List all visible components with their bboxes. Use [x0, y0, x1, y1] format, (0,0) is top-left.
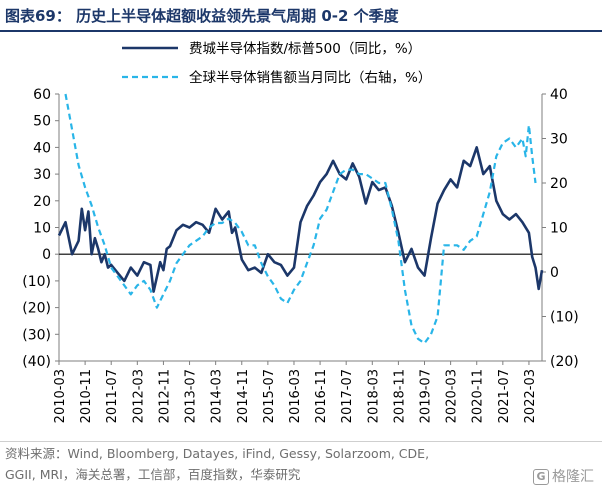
axes-layer: (40) (30) (20) (10) 0 10 20 30 40 50 60 (20) (10) 0 10… [22, 87, 579, 423]
x-tick-label: 2014-03 [210, 369, 225, 423]
x-tick-label: 2017-07 [340, 369, 355, 423]
left-tick-label: (20) [22, 301, 51, 317]
right-tick-label: 20 [550, 176, 568, 192]
right-tick-label: 40 [550, 87, 568, 103]
plot-area [57, 93, 544, 345]
x-tick-label: 2018-03 [366, 369, 381, 423]
x-tick-label: 2022-03 [523, 369, 538, 423]
watermark: G 格隆汇 [533, 466, 594, 486]
dual-axis-line-chart: 费城半导体指数/标普500（同比，%） 全球半导体销售额当月同比（右轴，%） (… [22, 41, 579, 423]
title-rule [0, 30, 602, 32]
legend-label-series-1: 费城半导体指数/标普500（同比，%） [189, 41, 421, 57]
source-note: 资料来源：Wind, Bloomberg, Datayes, iFind, Ge… [5, 443, 550, 485]
x-tick-label: 2015-07 [262, 369, 277, 423]
left-tick-label: 0 [42, 247, 51, 263]
left-tick-label: 30 [33, 167, 51, 183]
x-tick-label: 2016-03 [288, 369, 303, 423]
x-tick-label: 2010-03 [53, 369, 68, 423]
legend-label-series-2: 全球半导体销售额当月同比（右轴，%） [189, 69, 431, 86]
x-tick-label: 2014-11 [236, 369, 251, 423]
x-tick-label: 2021-07 [497, 369, 512, 423]
watermark-logo-icon: G [533, 469, 549, 485]
series-1-line [57, 146, 544, 293]
left-tick-label: 50 [33, 114, 51, 130]
right-tick-label: 10 [550, 221, 568, 237]
left-tick-label: 10 [33, 221, 51, 237]
source-line-2: GGII, MRI，海关总署，工信部，百度指数，华泰研究 [5, 467, 301, 482]
source-divider [0, 441, 602, 442]
left-tick-label: 40 [33, 140, 51, 156]
x-tick-label: 2018-11 [392, 369, 407, 423]
left-tick-label: (40) [22, 354, 51, 370]
x-tick-label: 2010-11 [79, 369, 94, 423]
chart-legend: 费城半导体指数/标普500（同比，%） 全球半导体销售额当月同比（右轴，%） [122, 41, 431, 86]
right-tick-label: (10) [550, 310, 579, 326]
source-line-1: 资料来源：Wind, Bloomberg, Datayes, iFind, Ge… [5, 446, 430, 461]
x-tick-label: 2019-07 [419, 369, 434, 423]
left-tick-label: 60 [33, 87, 51, 103]
left-tick-label: 20 [33, 194, 51, 210]
right-tick-label: (20) [550, 354, 579, 370]
x-tick-label: 2020-03 [445, 369, 460, 423]
series-2-line [64, 93, 537, 345]
x-tick-label: 2020-11 [471, 369, 486, 423]
x-tick-label: 2012-03 [131, 369, 146, 423]
x-tick-label: 2016-11 [314, 369, 329, 423]
x-tick-label: 2011-07 [105, 369, 120, 423]
right-tick-label: 0 [550, 265, 559, 281]
figure-title: 图表69： 历史上半导体超额收益领先景气周期 0-2 个季度 [5, 7, 399, 25]
watermark-text: 格隆汇 [552, 469, 594, 485]
x-tick-label: 2013-07 [184, 369, 199, 423]
right-tick-label: 30 [550, 132, 568, 148]
x-tick-label: 2012-11 [157, 369, 172, 423]
left-tick-label: (30) [22, 327, 51, 343]
left-tick-label: (10) [22, 274, 51, 290]
